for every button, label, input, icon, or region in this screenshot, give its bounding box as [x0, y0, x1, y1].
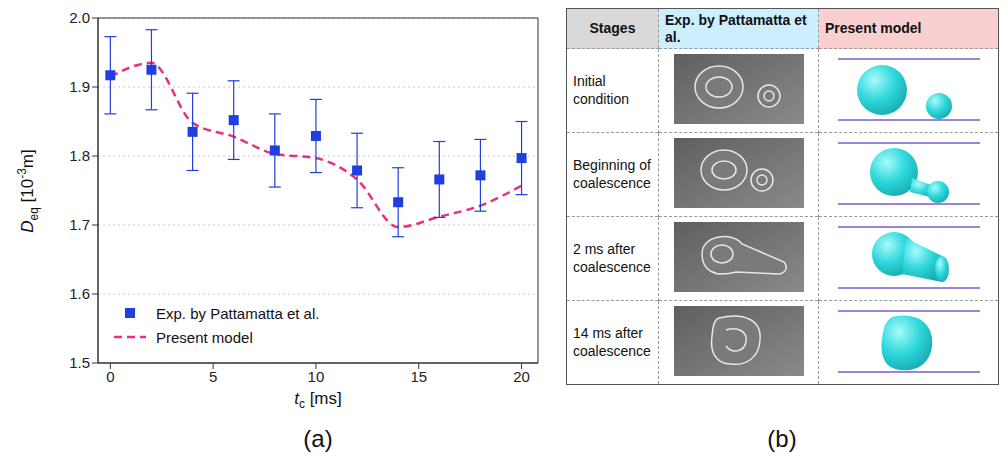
html-text:eq: eq: [26, 206, 41, 220]
html-text:D: D: [18, 219, 38, 233]
svg-text:0: 0: [106, 368, 114, 385]
html-text:m]: m]: [18, 148, 38, 168]
svg-text:20: 20: [513, 368, 530, 385]
svg-text:1.8: 1.8: [69, 147, 90, 164]
html-text:Stages: Stages: [589, 20, 636, 37]
svg-text:1.6: 1.6: [69, 285, 90, 302]
svg-text:15: 15: [410, 368, 427, 385]
html-text:Exp. by Pattamatta et al.: Exp. by Pattamatta et al.: [156, 304, 320, 322]
svg-text:1.9: 1.9: [69, 78, 90, 95]
svg-text:2.0: 2.0: [69, 9, 90, 26]
html-text:-3: -3: [15, 167, 30, 179]
html-text:Present model: Present model: [156, 328, 253, 346]
html-text:(b): (b): [767, 425, 797, 452]
html-text:tc[ms]: tc[ms]: [294, 389, 342, 412]
html-text:Exp. by Pattamatta et al.: Exp. by Pattamatta et al.: [665, 12, 807, 45]
html-text:2 ms after coalescence: 2 ms after coalescence: [573, 241, 651, 275]
html-text:14 ms after coalescence: 14 ms after coalescence: [573, 325, 651, 359]
svg-text:1.7: 1.7: [69, 216, 90, 233]
html-text:(a): (a): [303, 425, 333, 452]
svg-text:10: 10: [308, 368, 325, 385]
svg-text:1.5: 1.5: [69, 354, 90, 371]
html-text:Initial condition: Initial condition: [573, 73, 629, 107]
html-text:[10: [10: [18, 178, 38, 207]
html-text:Present model: Present model: [825, 20, 922, 37]
html-text:Beginning of coalescence: Beginning of coalescence: [573, 157, 651, 191]
svg-text:5: 5: [209, 368, 217, 385]
